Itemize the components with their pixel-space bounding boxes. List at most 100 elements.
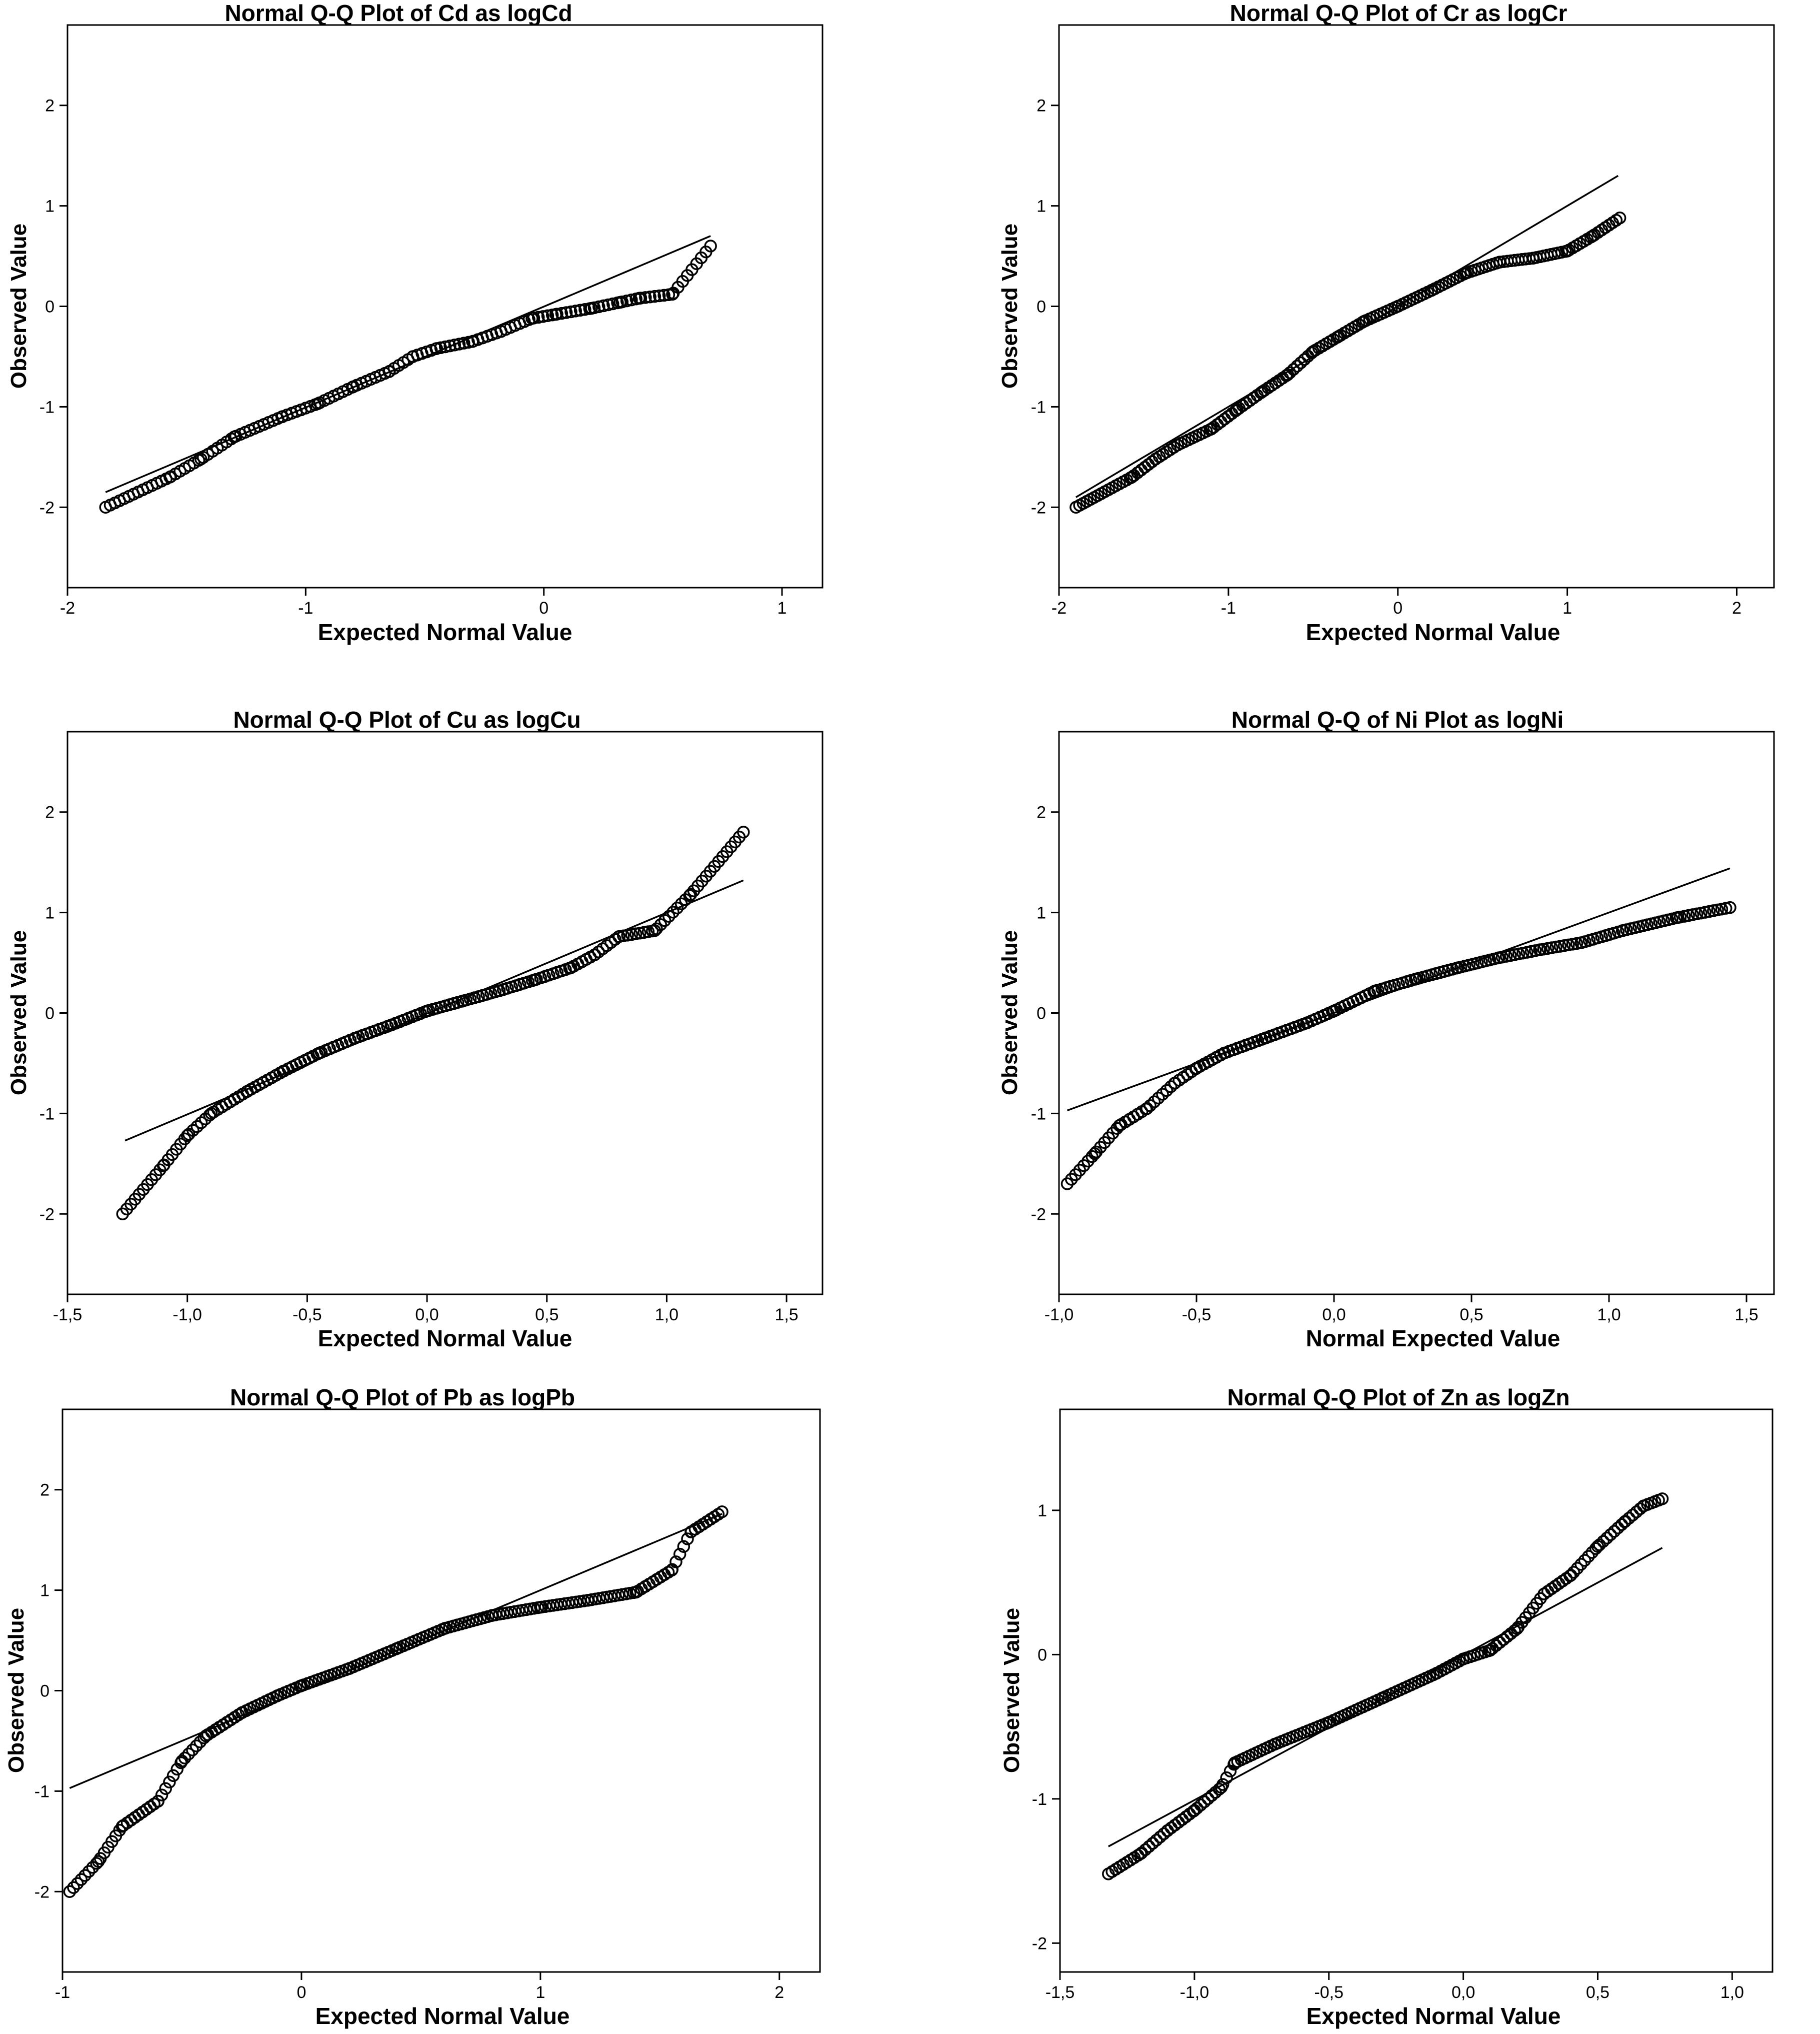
data-point — [448, 339, 461, 352]
plot-frame — [1058, 731, 1775, 1295]
data-point — [634, 292, 648, 305]
data-point — [1615, 1518, 1628, 1531]
x-tick-label: -0,5 — [1182, 1305, 1212, 1324]
plot-frame — [66, 24, 824, 589]
x-tick-label: 1 — [536, 1983, 545, 2002]
y-tick-label: -1 — [1031, 398, 1046, 417]
data-point — [564, 305, 578, 319]
y-tick-label: -1 — [40, 1104, 54, 1123]
data-point — [1719, 902, 1732, 915]
x-tick-label: -1,5 — [1046, 1983, 1075, 2002]
plot-frame — [1058, 24, 1775, 589]
chart-title: Normal Q-Q Plot of Zn as logZn — [1228, 1384, 1570, 1410]
y-axis-label: Observed Value — [6, 930, 31, 1095]
data-point — [583, 302, 596, 315]
data-point — [1198, 1795, 1211, 1808]
data-point — [1150, 1833, 1163, 1847]
y-tick-label: 1 — [45, 197, 54, 216]
x-tick-label: 2 — [774, 1983, 784, 2002]
data-point — [670, 901, 684, 915]
data-point — [182, 1128, 196, 1141]
plot-frame — [62, 1408, 821, 1973]
y-tick-label: -1 — [40, 398, 54, 417]
y-axis-label: Observed Value — [998, 224, 1022, 389]
data-point — [639, 291, 652, 304]
data-point — [190, 1120, 204, 1133]
data-point — [1138, 1843, 1152, 1856]
data-point — [650, 922, 663, 935]
data-point — [654, 918, 668, 931]
data-point — [1148, 1095, 1161, 1108]
y-tick-label: 0 — [45, 298, 54, 317]
x-axis-label: Expected Normal Value — [318, 619, 572, 645]
x-axis-label: Expected Normal Value — [1306, 619, 1560, 645]
data-point — [1586, 1546, 1598, 1559]
qq-plot-cu: -1,5 -1,0 -0,5 0,0 0,5 1,0 1,5 -2 -1 0 1 2 Normal Q… — [0, 678, 910, 1355]
y-tick-label: 2 — [45, 97, 54, 116]
data-point — [1504, 1627, 1518, 1640]
y-tick-label: 0 — [1036, 1004, 1046, 1023]
chart-title: Normal Q-Q Plot of Cr as logCr — [1230, 0, 1568, 26]
reference-line — [69, 1513, 722, 1789]
data-point — [1142, 1840, 1156, 1853]
data-point — [194, 1735, 207, 1748]
y-tick-label: -2 — [1032, 1934, 1047, 1953]
data-point — [1224, 1764, 1237, 1777]
data-point — [199, 1112, 212, 1126]
x-axis-label: Normal Expected Value — [1306, 1325, 1560, 1351]
data-point — [1652, 1493, 1665, 1507]
data-point — [712, 1508, 725, 1521]
x-tick-label: 0 — [539, 599, 548, 618]
data-point — [1564, 1569, 1576, 1582]
y-tick-label: -1 — [34, 1782, 50, 1801]
x-tick-label: 0 — [296, 1983, 306, 2002]
data-point — [1194, 1798, 1208, 1811]
data-point — [620, 294, 634, 308]
data-point — [186, 1124, 200, 1137]
qq-plot-pb: -1 0 1 2 -2 -1 0 1 2 Normal Q-Q Plot of Pb as lo… — [0, 1355, 910, 2033]
data-point — [1140, 1102, 1152, 1116]
qq-plot-pb-svg: -1 0 1 2 -2 -1 0 1 2 Normal Q-Q Plot of Pb as lo… — [4, 1384, 821, 2029]
data-point — [1135, 1846, 1148, 1859]
data-point — [1596, 1535, 1610, 1548]
y-tick-label: 2 — [40, 1481, 50, 1500]
y-tick-label: 0 — [40, 1682, 50, 1701]
qq-plot-cu-svg: -1,5 -1,0 -0,5 0,0 0,5 1,0 1,5 -2 -1 0 1 2 Normal Q… — [6, 707, 824, 1351]
data-point — [63, 1885, 76, 1898]
data-point — [625, 293, 638, 307]
data-point — [569, 305, 582, 318]
data-point — [166, 1769, 180, 1782]
qq-plot-ni: -1,0 -0,5 0,0 0,5 1,0 1,5 -2 -1 0 1 2 Normal Q-Q o… — [910, 678, 1820, 1355]
data-point — [1604, 1528, 1617, 1541]
x-tick-label: -1,0 — [1180, 1983, 1210, 2002]
data-point — [178, 1751, 192, 1764]
data-point — [648, 290, 662, 303]
data-point — [673, 1547, 686, 1561]
data-point — [190, 1739, 203, 1752]
data-point — [1567, 1565, 1580, 1579]
data-point — [155, 1788, 168, 1801]
y-tick-label: -2 — [34, 1882, 50, 1901]
x-tick-label: -1 — [1221, 599, 1236, 618]
data-point — [536, 310, 550, 323]
data-point — [1146, 1837, 1160, 1850]
qq-plot-zn: -1,5 -1,0 -0,5 0,0 0,5 1,0 -2 -1 0 1 Normal Q-Q P… — [910, 1355, 1820, 2033]
data-point — [1190, 1801, 1204, 1815]
data-point — [82, 1865, 96, 1878]
y-axis-label: Observed Value — [1000, 1608, 1024, 1773]
data-point — [1610, 214, 1623, 227]
y-tick-label: 1 — [40, 1581, 50, 1600]
data-point — [1294, 356, 1308, 370]
data-point — [444, 339, 456, 353]
x-tick-label: 2 — [1732, 599, 1742, 618]
data-point — [588, 301, 601, 315]
y-tick-label: -2 — [1031, 1205, 1046, 1224]
x-tick-label: -2 — [60, 599, 75, 618]
reference-line — [1108, 1547, 1663, 1847]
data-point — [1618, 1515, 1632, 1528]
x-tick-label: 0,0 — [1452, 1983, 1475, 2002]
data-point — [1164, 1080, 1178, 1093]
x-tick-label: -1,0 — [172, 1305, 202, 1324]
data-point — [700, 245, 712, 259]
data-point — [1622, 1511, 1636, 1525]
